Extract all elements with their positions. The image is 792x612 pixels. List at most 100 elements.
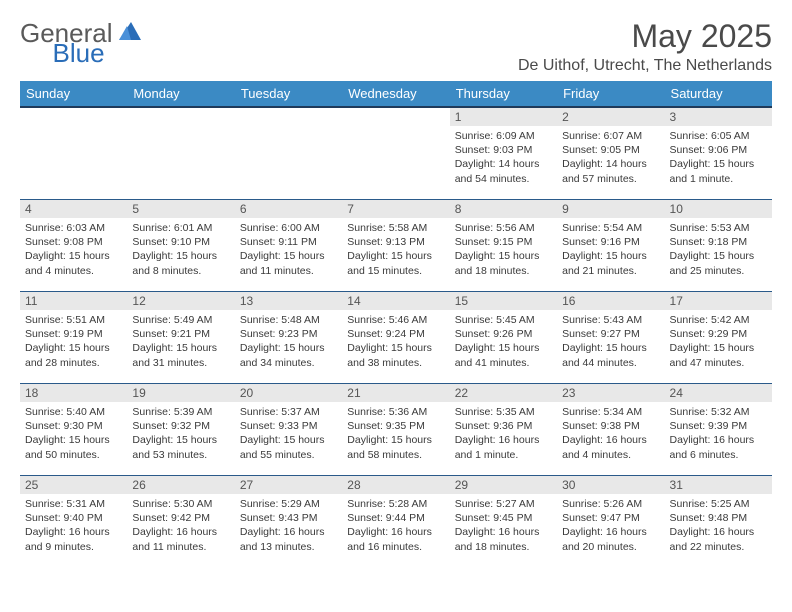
day-detail: Sunrise: 6:03 AMSunset: 9:08 PMDaylight:…	[20, 218, 127, 282]
day-cell	[235, 107, 342, 199]
day-detail: Sunrise: 5:35 AMSunset: 9:36 PMDaylight:…	[450, 402, 557, 466]
calendar-week-row: 25Sunrise: 5:31 AMSunset: 9:40 PMDayligh…	[20, 475, 772, 567]
calendar-week-row: 11Sunrise: 5:51 AMSunset: 9:19 PMDayligh…	[20, 291, 772, 383]
day-number: 6	[235, 199, 342, 218]
day-cell: 18Sunrise: 5:40 AMSunset: 9:30 PMDayligh…	[20, 383, 127, 475]
day-detail: Sunrise: 5:30 AMSunset: 9:42 PMDaylight:…	[127, 494, 234, 558]
day-number: 26	[127, 475, 234, 494]
day-detail: Sunrise: 6:07 AMSunset: 9:05 PMDaylight:…	[557, 126, 664, 190]
day-cell: 24Sunrise: 5:32 AMSunset: 9:39 PMDayligh…	[665, 383, 772, 475]
day-number: 3	[665, 108, 772, 126]
day-cell	[20, 107, 127, 199]
day-detail: Sunrise: 5:25 AMSunset: 9:48 PMDaylight:…	[665, 494, 772, 558]
day-cell: 7Sunrise: 5:58 AMSunset: 9:13 PMDaylight…	[342, 199, 449, 291]
calendar-week-row: 4Sunrise: 6:03 AMSunset: 9:08 PMDaylight…	[20, 199, 772, 291]
day-detail: Sunrise: 5:43 AMSunset: 9:27 PMDaylight:…	[557, 310, 664, 374]
calendar-page: General Blue May 2025 De Uithof, Utrecht…	[0, 0, 792, 577]
day-cell: 8Sunrise: 5:56 AMSunset: 9:15 PMDaylight…	[450, 199, 557, 291]
day-number: 21	[342, 383, 449, 402]
day-detail: Sunrise: 5:39 AMSunset: 9:32 PMDaylight:…	[127, 402, 234, 466]
day-detail: Sunrise: 5:46 AMSunset: 9:24 PMDaylight:…	[342, 310, 449, 374]
weekday-header: Wednesday	[342, 81, 449, 107]
day-detail: Sunrise: 5:48 AMSunset: 9:23 PMDaylight:…	[235, 310, 342, 374]
day-cell: 12Sunrise: 5:49 AMSunset: 9:21 PMDayligh…	[127, 291, 234, 383]
day-detail: Sunrise: 5:56 AMSunset: 9:15 PMDaylight:…	[450, 218, 557, 282]
day-number: 27	[235, 475, 342, 494]
day-number: 4	[20, 199, 127, 218]
day-cell	[342, 107, 449, 199]
day-detail: Sunrise: 5:58 AMSunset: 9:13 PMDaylight:…	[342, 218, 449, 282]
day-detail: Sunrise: 6:05 AMSunset: 9:06 PMDaylight:…	[665, 126, 772, 190]
day-cell: 4Sunrise: 6:03 AMSunset: 9:08 PMDaylight…	[20, 199, 127, 291]
day-number: 5	[127, 199, 234, 218]
day-cell: 14Sunrise: 5:46 AMSunset: 9:24 PMDayligh…	[342, 291, 449, 383]
day-number: 8	[450, 199, 557, 218]
weekday-header: Tuesday	[235, 81, 342, 107]
day-cell: 30Sunrise: 5:26 AMSunset: 9:47 PMDayligh…	[557, 475, 664, 567]
day-cell: 15Sunrise: 5:45 AMSunset: 9:26 PMDayligh…	[450, 291, 557, 383]
day-cell: 2Sunrise: 6:07 AMSunset: 9:05 PMDaylight…	[557, 107, 664, 199]
day-number: 2	[557, 108, 664, 126]
day-cell: 28Sunrise: 5:28 AMSunset: 9:44 PMDayligh…	[342, 475, 449, 567]
day-detail: Sunrise: 5:53 AMSunset: 9:18 PMDaylight:…	[665, 218, 772, 282]
day-cell: 23Sunrise: 5:34 AMSunset: 9:38 PMDayligh…	[557, 383, 664, 475]
calendar-body: 1Sunrise: 6:09 AMSunset: 9:03 PMDaylight…	[20, 107, 772, 567]
day-detail: Sunrise: 5:34 AMSunset: 9:38 PMDaylight:…	[557, 402, 664, 466]
day-number: 11	[20, 291, 127, 310]
day-detail: Sunrise: 5:49 AMSunset: 9:21 PMDaylight:…	[127, 310, 234, 374]
day-detail: Sunrise: 5:45 AMSunset: 9:26 PMDaylight:…	[450, 310, 557, 374]
day-cell: 13Sunrise: 5:48 AMSunset: 9:23 PMDayligh…	[235, 291, 342, 383]
day-detail: Sunrise: 5:28 AMSunset: 9:44 PMDaylight:…	[342, 494, 449, 558]
day-detail: Sunrise: 5:37 AMSunset: 9:33 PMDaylight:…	[235, 402, 342, 466]
logo-text-blue: Blue	[53, 38, 105, 69]
title-block: May 2025 De Uithof, Utrecht, The Netherl…	[518, 18, 772, 75]
day-detail: Sunrise: 5:32 AMSunset: 9:39 PMDaylight:…	[665, 402, 772, 466]
day-detail: Sunrise: 5:29 AMSunset: 9:43 PMDaylight:…	[235, 494, 342, 558]
weekday-header: Sunday	[20, 81, 127, 107]
day-cell: 22Sunrise: 5:35 AMSunset: 9:36 PMDayligh…	[450, 383, 557, 475]
day-number: 24	[665, 383, 772, 402]
day-number: 20	[235, 383, 342, 402]
empty-day	[127, 108, 234, 126]
day-number: 28	[342, 475, 449, 494]
day-number: 12	[127, 291, 234, 310]
day-cell: 26Sunrise: 5:30 AMSunset: 9:42 PMDayligh…	[127, 475, 234, 567]
day-number: 15	[450, 291, 557, 310]
day-cell: 11Sunrise: 5:51 AMSunset: 9:19 PMDayligh…	[20, 291, 127, 383]
logo: General Blue	[20, 18, 199, 49]
day-cell: 27Sunrise: 5:29 AMSunset: 9:43 PMDayligh…	[235, 475, 342, 567]
day-number: 14	[342, 291, 449, 310]
day-number: 25	[20, 475, 127, 494]
day-cell: 16Sunrise: 5:43 AMSunset: 9:27 PMDayligh…	[557, 291, 664, 383]
day-detail: Sunrise: 5:54 AMSunset: 9:16 PMDaylight:…	[557, 218, 664, 282]
empty-day	[20, 108, 127, 126]
weekday-header: Monday	[127, 81, 234, 107]
day-detail: Sunrise: 6:09 AMSunset: 9:03 PMDaylight:…	[450, 126, 557, 190]
day-number: 17	[665, 291, 772, 310]
day-cell: 17Sunrise: 5:42 AMSunset: 9:29 PMDayligh…	[665, 291, 772, 383]
day-number: 22	[450, 383, 557, 402]
month-title: May 2025	[518, 18, 772, 55]
weekday-header: Saturday	[665, 81, 772, 107]
day-detail: Sunrise: 5:40 AMSunset: 9:30 PMDaylight:…	[20, 402, 127, 466]
empty-day	[342, 108, 449, 126]
day-cell: 5Sunrise: 6:01 AMSunset: 9:10 PMDaylight…	[127, 199, 234, 291]
day-number: 30	[557, 475, 664, 494]
day-cell: 25Sunrise: 5:31 AMSunset: 9:40 PMDayligh…	[20, 475, 127, 567]
day-cell: 9Sunrise: 5:54 AMSunset: 9:16 PMDaylight…	[557, 199, 664, 291]
day-cell: 6Sunrise: 6:00 AMSunset: 9:11 PMDaylight…	[235, 199, 342, 291]
day-cell: 20Sunrise: 5:37 AMSunset: 9:33 PMDayligh…	[235, 383, 342, 475]
day-number: 1	[450, 108, 557, 126]
weekday-header: Thursday	[450, 81, 557, 107]
day-number: 29	[450, 475, 557, 494]
day-cell: 21Sunrise: 5:36 AMSunset: 9:35 PMDayligh…	[342, 383, 449, 475]
day-detail: Sunrise: 5:36 AMSunset: 9:35 PMDaylight:…	[342, 402, 449, 466]
day-number: 13	[235, 291, 342, 310]
calendar-week-row: 1Sunrise: 6:09 AMSunset: 9:03 PMDaylight…	[20, 107, 772, 199]
day-cell: 19Sunrise: 5:39 AMSunset: 9:32 PMDayligh…	[127, 383, 234, 475]
day-number: 23	[557, 383, 664, 402]
weekday-header-row: Sunday Monday Tuesday Wednesday Thursday…	[20, 81, 772, 107]
day-detail: Sunrise: 5:31 AMSunset: 9:40 PMDaylight:…	[20, 494, 127, 558]
day-number: 19	[127, 383, 234, 402]
day-detail: Sunrise: 5:27 AMSunset: 9:45 PMDaylight:…	[450, 494, 557, 558]
